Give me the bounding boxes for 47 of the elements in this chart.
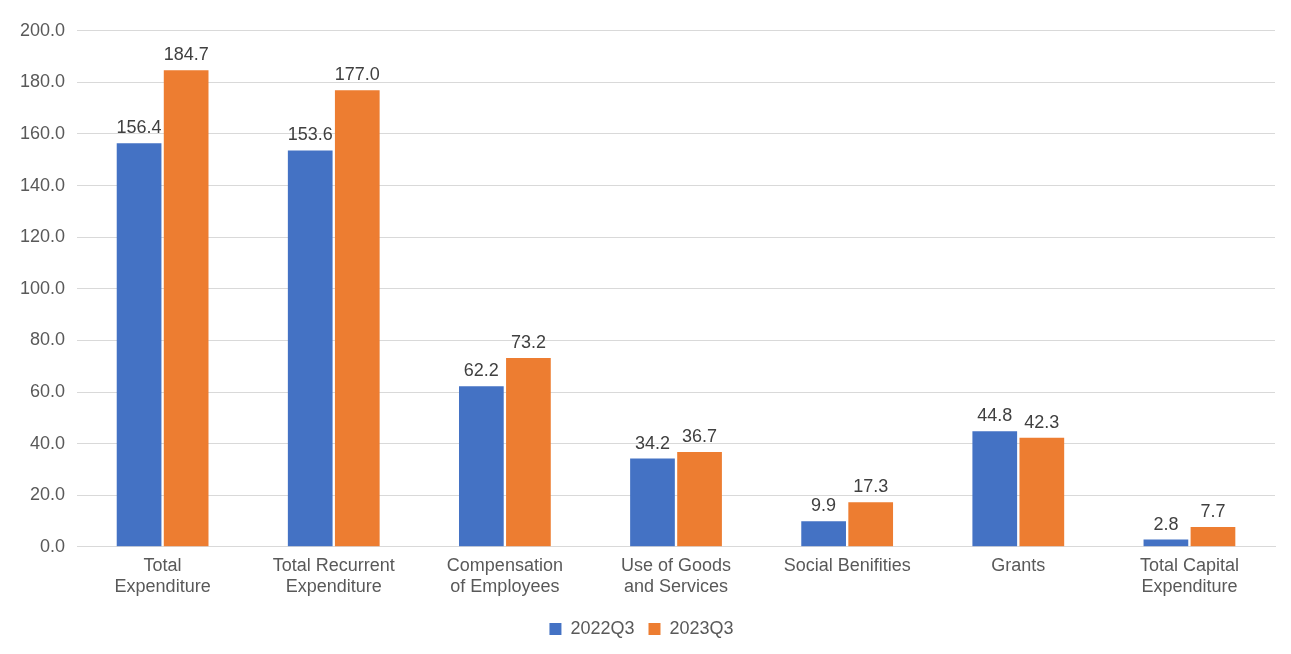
- y-tick-label: 160.0: [20, 122, 66, 143]
- bar: [287, 150, 333, 547]
- x-tick-label: Compensation of Employees: [446, 554, 563, 597]
- bar: [801, 521, 846, 547]
- data-label: 184.7: [163, 44, 209, 65]
- bar: [848, 502, 894, 547]
- bar: [630, 458, 675, 547]
- data-label: 34.2: [634, 432, 671, 453]
- data-label: 2.8: [1153, 513, 1179, 534]
- y-tick-label: 200.0: [20, 19, 66, 40]
- y-tick-label: 40.0: [30, 432, 66, 453]
- bar: [506, 357, 551, 547]
- x-tick-label: Total Capital Expenditure: [1139, 554, 1239, 597]
- bar: [163, 70, 209, 547]
- data-label: 62.2: [463, 360, 499, 381]
- data-label: 7.7: [1200, 500, 1226, 521]
- y-tick-label: 60.0: [30, 380, 66, 401]
- data-label: 36.7: [682, 426, 718, 447]
- bar: [459, 386, 504, 547]
- bar: [1019, 437, 1065, 547]
- data-label: 9.9: [811, 495, 837, 516]
- data-label: 156.4: [116, 117, 162, 138]
- legend-label: 2022Q3: [570, 617, 635, 638]
- y-tick-label: 180.0: [20, 71, 66, 92]
- y-tick-label: 140.0: [20, 174, 66, 195]
- legend-label: 2023Q3: [669, 617, 734, 638]
- bar: [334, 90, 380, 547]
- x-tick-label: Social Benifities: [783, 554, 911, 575]
- data-label: 73.2: [510, 331, 546, 352]
- bar: [1190, 526, 1236, 547]
- bar: [116, 143, 162, 547]
- y-tick-label: 80.0: [30, 329, 66, 350]
- data-label: 42.3: [1024, 411, 1060, 432]
- x-tick-label: Grants: [991, 554, 1046, 575]
- y-tick-label: 120.0: [20, 226, 66, 247]
- x-tick-label: Use of Goods and Services: [620, 554, 732, 597]
- x-tick-label: Total Expenditure: [114, 554, 211, 597]
- bar: [677, 452, 722, 547]
- data-label: 44.8: [977, 405, 1013, 426]
- data-label: 177.0: [334, 64, 380, 85]
- data-label: 153.6: [287, 124, 333, 145]
- x-tick-label: Total Recurrent Expenditure: [272, 554, 395, 597]
- y-tick-label: 0.0: [40, 535, 66, 556]
- data-label: 17.3: [853, 476, 889, 497]
- y-tick-label: 100.0: [20, 277, 66, 298]
- bar: [972, 431, 1018, 547]
- y-tick-label: 20.0: [30, 484, 66, 505]
